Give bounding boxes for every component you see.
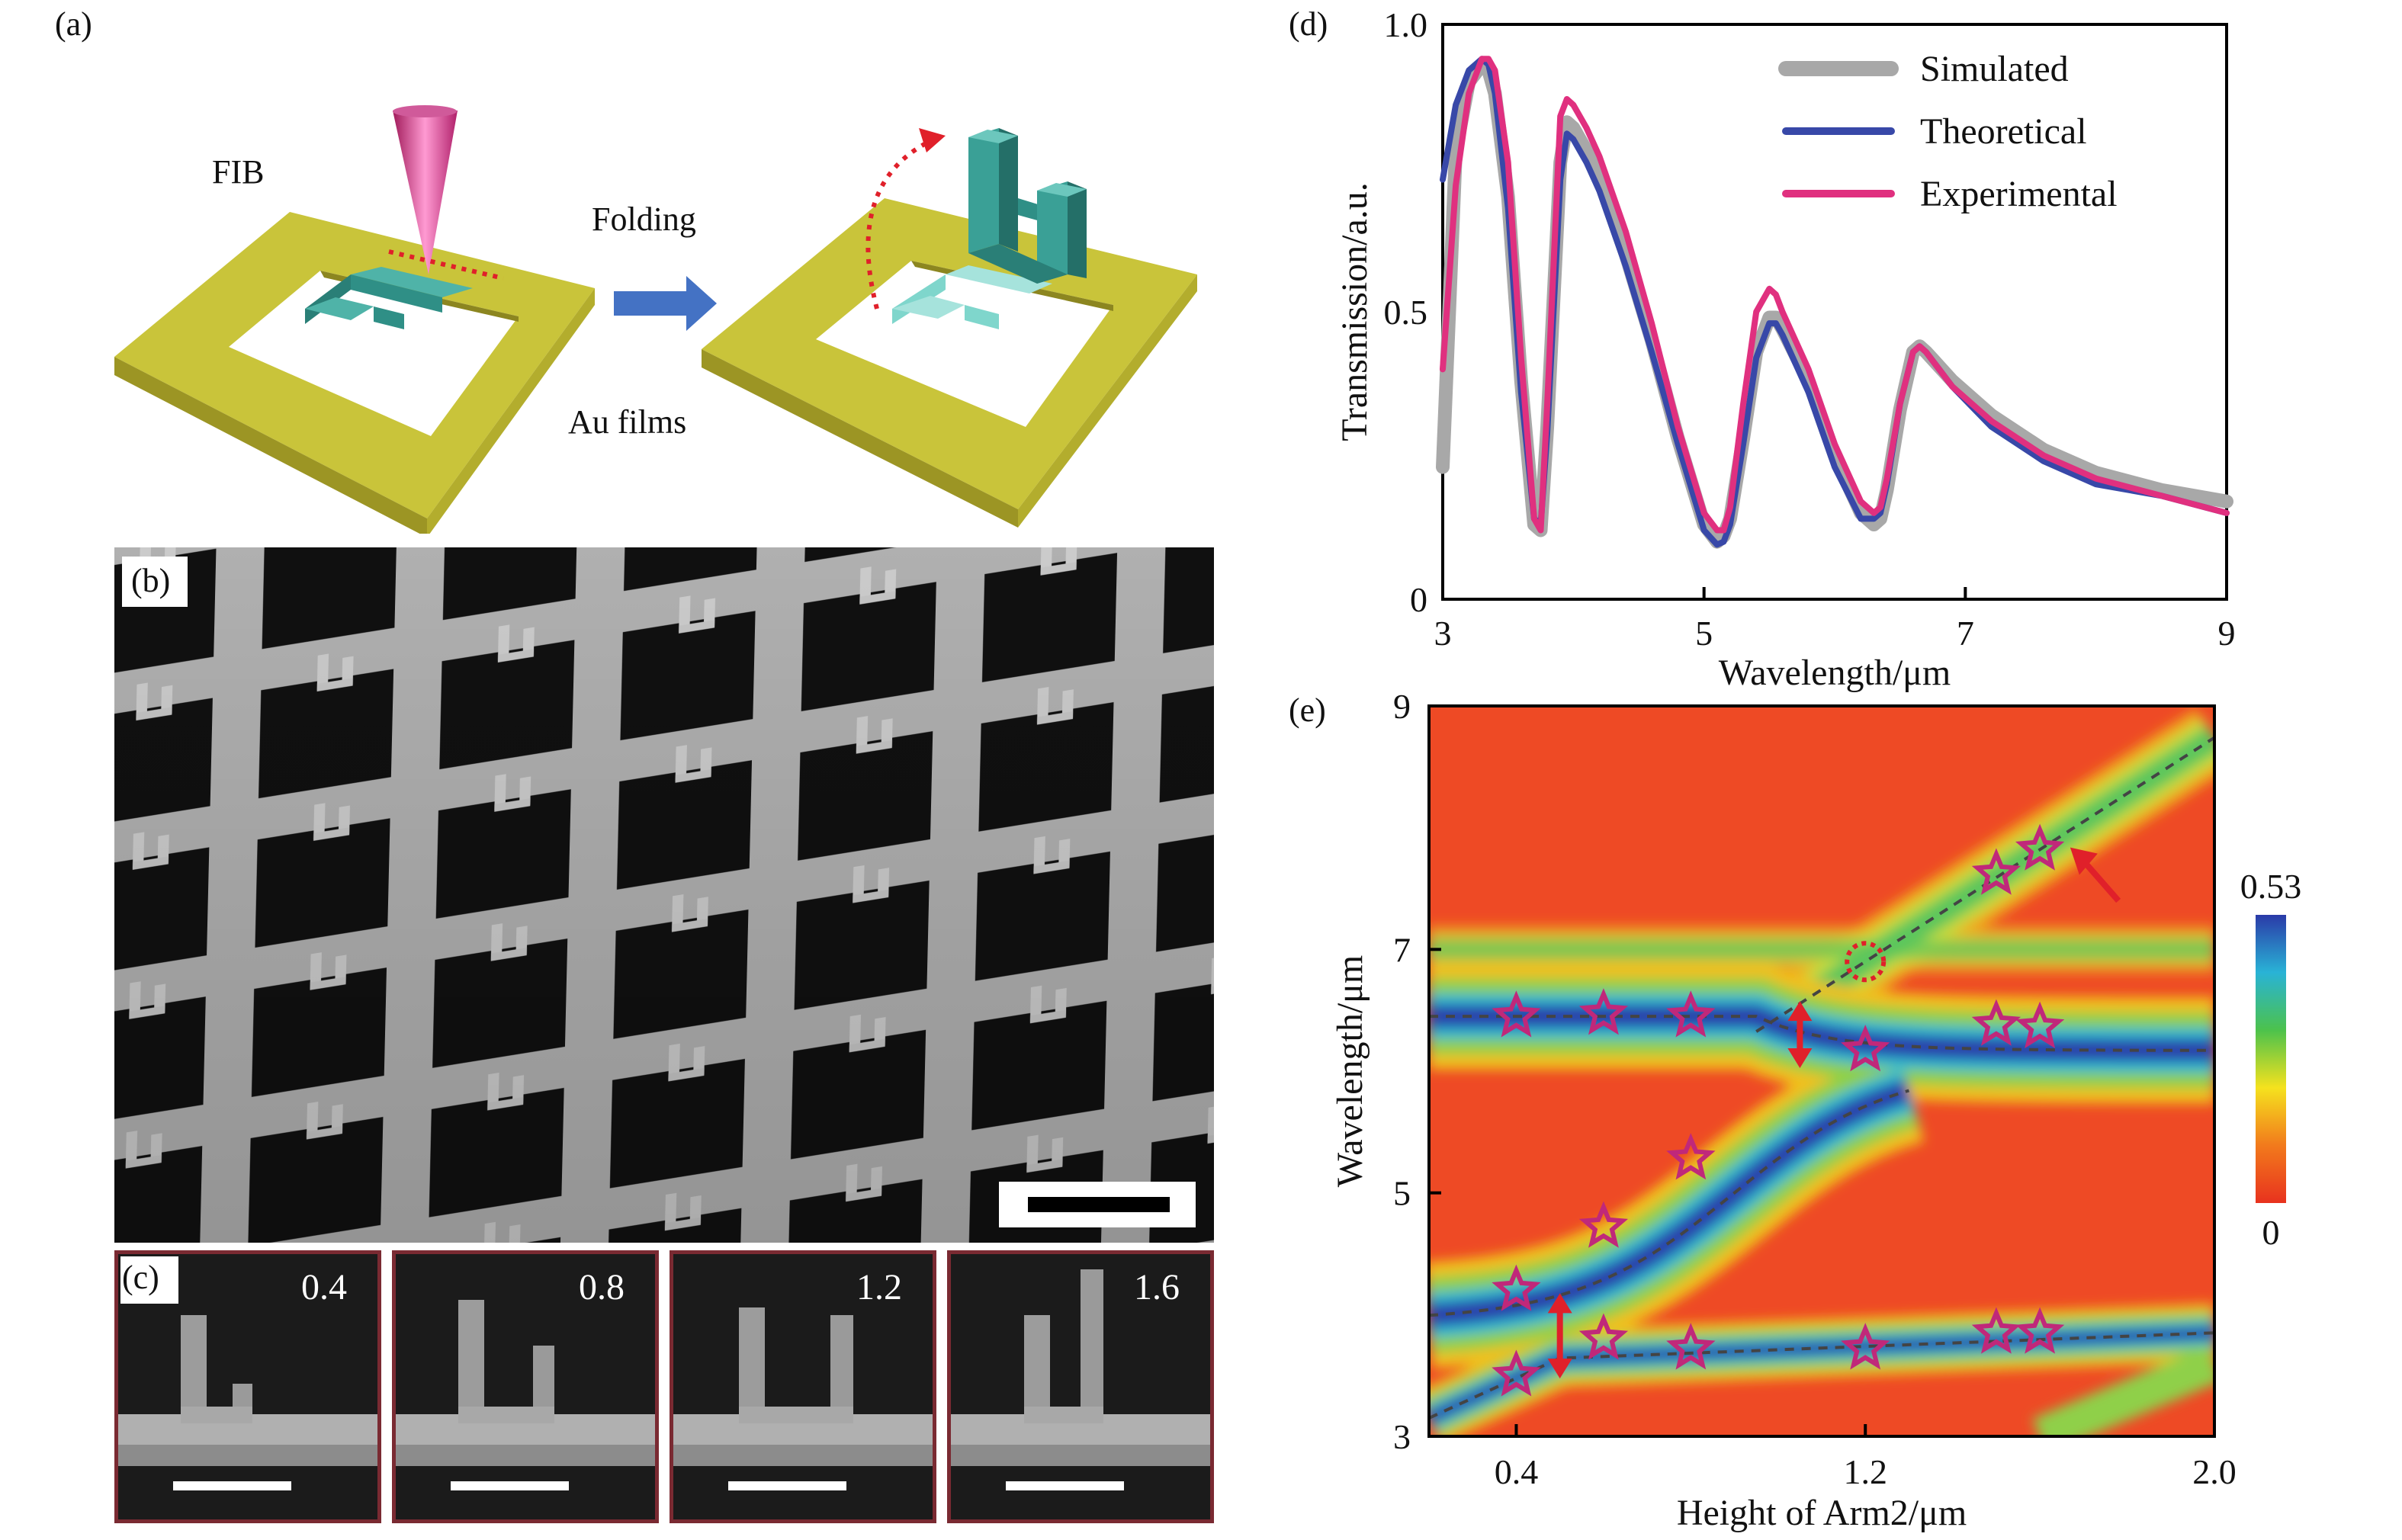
- scale-bar: [451, 1481, 569, 1490]
- x-tick-label: 2.0: [2192, 1452, 2237, 1491]
- legend-entry: Experimental: [1920, 174, 2118, 214]
- gap-arrow-head-icon: [1787, 1001, 1813, 1022]
- sem-closeup-2: 0.8: [392, 1250, 659, 1523]
- scale-bar: [1006, 1481, 1124, 1490]
- plot-frame: [1427, 704, 2216, 1438]
- star-marker: [1578, 988, 1629, 1035]
- gold-frame-left: [114, 212, 595, 534]
- star-marker: [1666, 990, 1716, 1038]
- scale-bar: [728, 1481, 846, 1490]
- y-tick-label: 0: [1410, 580, 1427, 619]
- scale-bar: [173, 1481, 291, 1490]
- fit-curve: [1428, 1089, 1909, 1317]
- cut-line: [388, 249, 504, 281]
- panel-label-b-box: [122, 557, 188, 607]
- y-axis-label: Wavelength/μm: [1330, 955, 1370, 1187]
- gap-arrow-head-icon: [1787, 1048, 1813, 1069]
- fib-label: FIB: [212, 153, 265, 191]
- star-marker: [1578, 1313, 1629, 1360]
- folding-arrow-icon: [614, 276, 717, 331]
- arm-height-value: 0.4: [301, 1267, 347, 1307]
- colorbar: [2256, 915, 2286, 1203]
- au-films-label: Au films: [568, 403, 687, 441]
- arm-height-value: 1.6: [1134, 1267, 1180, 1307]
- panel-label-b: (b): [131, 562, 171, 599]
- legend-entry: Theoretical: [1920, 111, 2087, 152]
- x-axis-label: Height of Arm2/μm: [1677, 1493, 1967, 1533]
- folding-label: Folding: [592, 201, 696, 238]
- y-tick-label: 0.5: [1384, 293, 1428, 332]
- star-marker: [1492, 990, 1541, 1038]
- y-tick-label: 9: [1393, 687, 1411, 726]
- panel-label-e: (e): [1289, 691, 1326, 729]
- legend-entry: Simulated: [1920, 49, 2069, 89]
- star-marker: [2015, 1001, 2065, 1048]
- star-marker: [1666, 1133, 1716, 1180]
- fit-curve: [1429, 1015, 2214, 1052]
- star-marker: [1492, 1349, 1541, 1397]
- x-tick-label: 1.2: [1843, 1452, 1887, 1491]
- star-marker: [1492, 1264, 1541, 1311]
- star-marker: [1841, 1025, 1890, 1072]
- fabrication-schematic: [114, 105, 1197, 534]
- gap-arrow-head-icon: [1547, 1359, 1572, 1379]
- x-tick-label: 0.4: [1495, 1452, 1539, 1491]
- scale-bar: [1028, 1197, 1170, 1212]
- star-marker: [2015, 1307, 2065, 1354]
- teal-structure-left: [305, 267, 473, 329]
- gold-frame-right: [702, 198, 1197, 528]
- star-marker: [1971, 1307, 2021, 1354]
- y-tick-label: 7: [1393, 930, 1411, 969]
- resonance-band: [2032, 1346, 2214, 1436]
- fit-curve: [1428, 1331, 2215, 1420]
- fold-arrow-head-icon: [919, 128, 946, 152]
- wavelength-heatmap: 0.4 1.2 2.0 3 5 7 9 0.53 0 Height of Arm2/μm W…: [1330, 687, 2302, 1533]
- x-tick-label: 5: [1695, 614, 1713, 653]
- sem-lattice: [114, 547, 1214, 1243]
- y-tick-label: 5: [1393, 1174, 1411, 1213]
- star-marker: [1841, 1323, 1890, 1370]
- star-marker: [2015, 823, 2065, 871]
- star-marker: [1971, 848, 2021, 895]
- transmission-chart: 3 5 7 9 0 0.5 1.0 Simulated Theoretical Experime…: [1334, 5, 2236, 693]
- panel-label-c-box: [120, 1256, 178, 1304]
- panel-label-a: (a): [55, 5, 92, 43]
- heatmap-field: [1429, 706, 2214, 1436]
- panel-label-c: (c): [122, 1259, 159, 1296]
- colorbar-min-label: 0: [2262, 1213, 2280, 1252]
- star-marker: [1578, 1201, 1629, 1248]
- y-tick-label: 1.0: [1384, 5, 1428, 44]
- x-tick-label: 3: [1434, 614, 1452, 653]
- arm-height-value: 1.2: [856, 1267, 902, 1307]
- trend-arrow-head-icon: [2070, 847, 2098, 875]
- gap-arrow-head-icon: [1547, 1293, 1572, 1314]
- arm-height-value: 0.8: [579, 1267, 625, 1307]
- panel-label-d: (d): [1289, 5, 1328, 43]
- x-axis-label: Wavelength/μm: [1719, 653, 1951, 693]
- star-marker: [1666, 1323, 1716, 1370]
- star-marker: [1971, 999, 2021, 1046]
- ghost-structure: [892, 265, 1052, 329]
- sem-closeup-3: 1.2: [670, 1250, 936, 1523]
- sem-image-array: [114, 547, 1214, 1243]
- fib-beam-icon: [393, 105, 458, 274]
- y-tick-label: 3: [1393, 1417, 1411, 1456]
- x-tick-label: 9: [2218, 614, 2236, 653]
- series-line-experimental: [1440, 56, 2230, 534]
- trend-arrow: [2079, 857, 2121, 903]
- colorbar-max-label: 0.53: [2240, 867, 2302, 906]
- y-axis-label: Transmission/a.u.: [1334, 182, 1375, 441]
- crossing-point-marker: [1845, 941, 1887, 983]
- sem-closeup-4: 1.6: [947, 1250, 1214, 1523]
- x-tick-label: 7: [1957, 614, 1974, 653]
- folded-structure: [968, 128, 1087, 284]
